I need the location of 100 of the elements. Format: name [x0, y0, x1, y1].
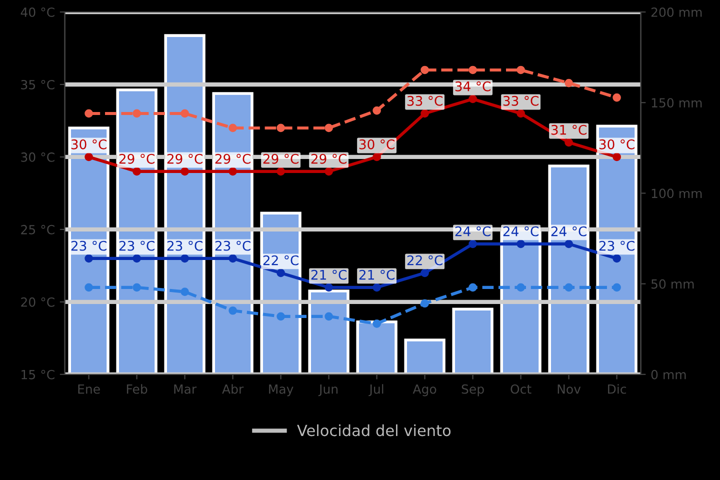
x-tick-label: Abr — [222, 384, 244, 394]
data-label: 24 °C — [455, 226, 490, 236]
point — [132, 254, 141, 263]
data-label: 24 °C — [551, 226, 586, 236]
y2-tick-label: 0 mm — [651, 370, 686, 380]
point — [468, 94, 477, 104]
point — [228, 306, 237, 315]
point — [324, 167, 333, 176]
point — [612, 254, 621, 263]
data-label: 21 °C — [311, 270, 346, 280]
point — [180, 288, 189, 296]
point — [324, 124, 333, 132]
data-label: 23 °C — [215, 240, 250, 251]
point — [372, 319, 381, 328]
point — [84, 109, 93, 118]
x-tick-label: Oct — [510, 384, 532, 394]
data-label: 29 °C — [215, 154, 250, 164]
point — [516, 283, 525, 292]
data-label: 23 °C — [167, 240, 202, 251]
y-tick-label: 20 °C — [21, 297, 54, 307]
data-label: 24 °C — [503, 226, 538, 236]
data-label: 22 °C — [263, 255, 298, 266]
data-label: 31 °C — [551, 124, 586, 135]
point — [180, 254, 189, 263]
point — [468, 240, 477, 248]
data-label: 23 °C — [599, 240, 634, 251]
point — [420, 109, 429, 118]
point — [420, 299, 429, 308]
data-label: 23 °C — [119, 240, 154, 251]
x-tick-label: Jul — [368, 384, 384, 396]
data-label: 30 °C — [359, 139, 394, 150]
point — [516, 240, 525, 248]
point — [84, 152, 93, 162]
bar — [356, 320, 398, 374]
y2-tick-label: 200 mm — [651, 7, 702, 17]
point — [132, 283, 141, 292]
point — [84, 283, 93, 292]
y-tick-label: 30 °C — [21, 152, 54, 162]
point — [612, 283, 621, 292]
point — [84, 254, 93, 263]
point — [420, 66, 429, 74]
point — [372, 152, 381, 162]
data-label: 33 °C — [407, 96, 442, 106]
point — [276, 167, 285, 176]
y-tick-label: 35 °C — [21, 80, 54, 90]
point — [276, 268, 285, 278]
y2-tick-label: 50 mm — [651, 279, 694, 289]
point — [180, 109, 189, 118]
data-label: 29 °C — [263, 154, 298, 164]
point — [324, 283, 333, 292]
data-label: 30 °C — [599, 139, 634, 150]
x-tick-label: Sep — [462, 384, 484, 396]
x-tick-label: Jun — [318, 384, 338, 396]
point — [612, 93, 621, 102]
point — [372, 283, 381, 292]
x-tick-label: Ago — [412, 384, 436, 396]
bar — [452, 308, 494, 374]
point — [132, 109, 141, 118]
y-tick-label: 40 °C — [20, 7, 54, 17]
point — [516, 66, 525, 74]
point — [180, 167, 189, 176]
y-tick-label: 25 °C — [21, 224, 54, 234]
point — [564, 240, 573, 248]
point — [228, 124, 237, 132]
data-label: 29 °C — [167, 154, 202, 164]
data-label: 34 °C — [455, 81, 490, 92]
y2-tick-label: 100 mm — [652, 188, 702, 198]
point — [372, 106, 381, 115]
legend-label: Velocidad del viento — [297, 424, 451, 436]
point — [228, 254, 237, 263]
point — [564, 138, 573, 147]
point — [516, 109, 525, 118]
x-tick-label: Ene — [78, 384, 100, 394]
data-label: 29 °C — [311, 154, 346, 164]
point — [276, 124, 285, 132]
point — [564, 283, 573, 292]
point — [324, 312, 333, 321]
data-label: 33 °C — [503, 96, 538, 106]
data-label: 23 °C — [71, 240, 106, 251]
y2-tick-label: 150 mm — [652, 98, 702, 108]
point — [612, 152, 621, 162]
point — [420, 268, 429, 278]
x-tick-label: Dic — [608, 384, 626, 394]
x-tick-label: Feb — [126, 384, 148, 394]
point — [468, 66, 477, 74]
y-tick-label: 15 °C — [22, 370, 54, 380]
x-tick-label: May — [269, 384, 294, 396]
point — [564, 78, 573, 88]
point — [132, 167, 141, 176]
data-label: 22 °C — [407, 255, 442, 266]
data-label: 30 °C — [71, 139, 106, 150]
bar — [404, 338, 446, 374]
point — [276, 312, 285, 321]
point — [228, 167, 237, 176]
bar — [308, 290, 350, 374]
x-tick-label: Mar — [174, 384, 197, 394]
x-tick-label: Nov — [558, 384, 581, 394]
data-label: 29 °C — [119, 154, 154, 164]
data-label: 21 °C — [359, 270, 394, 280]
point — [468, 283, 477, 292]
